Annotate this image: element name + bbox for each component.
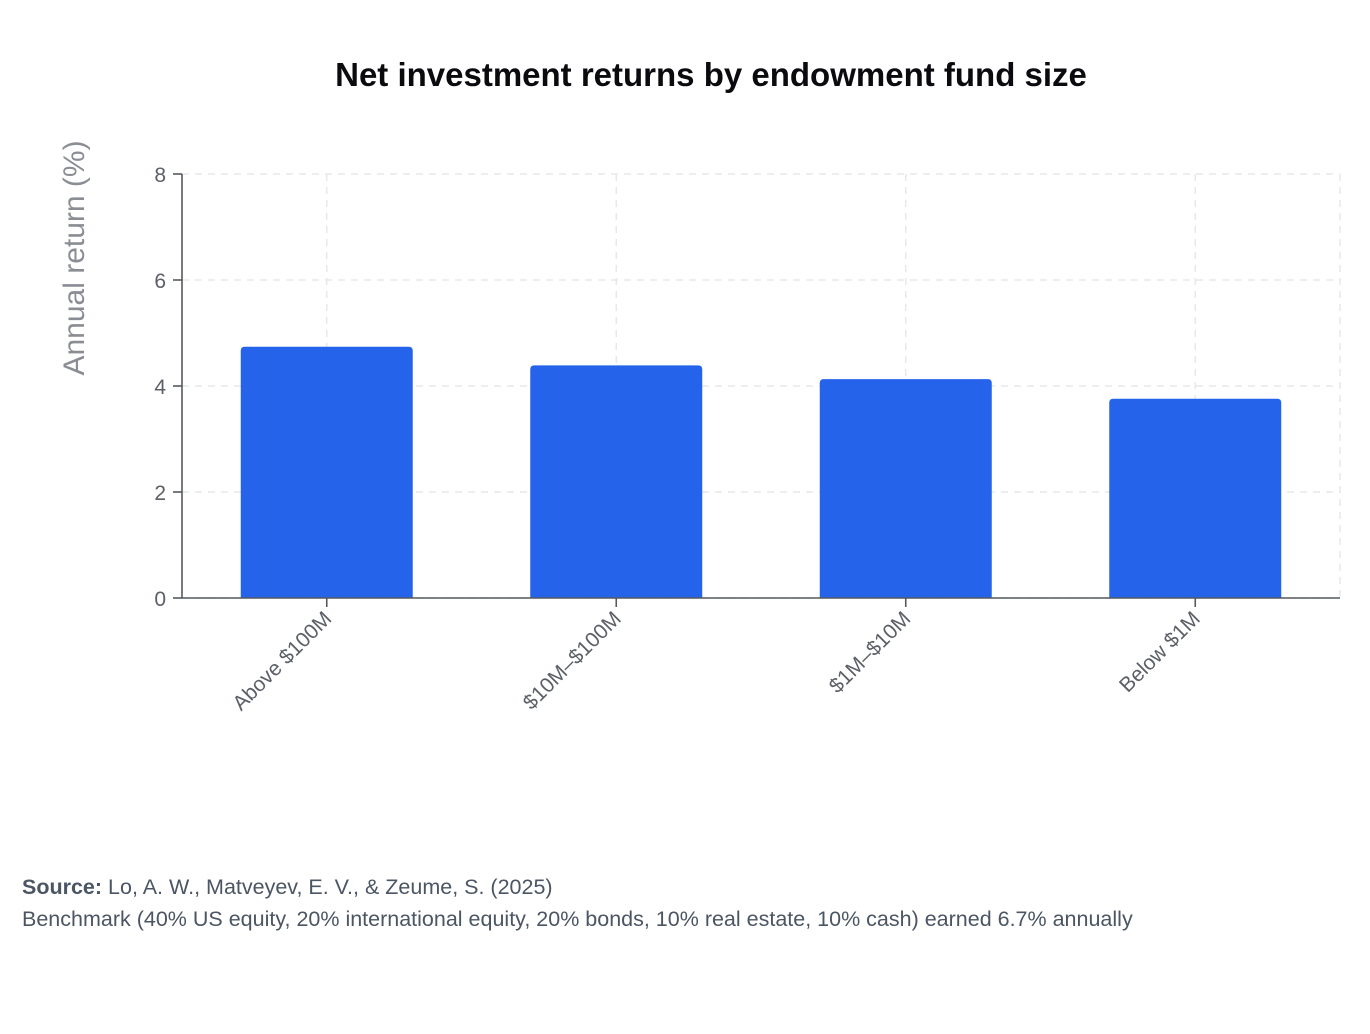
bar: [530, 365, 703, 598]
bar: [1109, 398, 1282, 598]
y-tick-label: 2: [154, 482, 166, 505]
x-tick-label: Below $1M: [1115, 607, 1205, 697]
x-tick-label: $1M–$10M: [825, 607, 916, 698]
y-tick-label: 6: [154, 270, 166, 293]
y-tick-label: 4: [154, 376, 166, 399]
source-text: Lo, A. W., Matveyev, E. V., & Zeume, S. …: [108, 875, 553, 899]
bar: [240, 346, 413, 598]
y-tick-label: 0: [154, 588, 166, 611]
axes: [173, 173, 1340, 607]
bar: [819, 379, 992, 598]
bars: [240, 346, 1282, 598]
x-tick-label: $10M–$100M: [519, 607, 626, 714]
y-tick-label: 8: [154, 164, 166, 187]
y-axis-label: Annual return (%): [58, 140, 91, 375]
benchmark-note: Benchmark (40% US equity, 20% internatio…: [22, 907, 1133, 931]
chart-footer: Source: Lo, A. W., Matveyev, E. V., & Ze…: [22, 871, 1133, 935]
chart-title: Net investment returns by endowment fund…: [335, 56, 1087, 93]
source-label: Source:: [22, 875, 103, 899]
x-tick-label: Above $100M: [228, 607, 336, 715]
source-line: Source: Lo, A. W., Matveyev, E. V., & Ze…: [22, 871, 1133, 903]
